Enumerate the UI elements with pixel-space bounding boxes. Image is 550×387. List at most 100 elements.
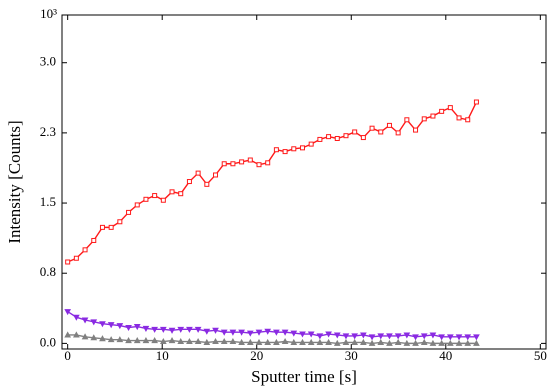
point [378,129,384,135]
point [186,179,192,185]
point [116,336,124,343]
point [116,323,124,330]
point [142,325,150,332]
point [90,319,98,326]
point [90,334,98,341]
point [299,331,306,338]
point [107,322,115,329]
point [317,136,323,142]
point [464,334,472,341]
point [429,339,437,346]
point [125,324,132,332]
point [203,328,211,335]
point [473,99,479,105]
point [326,134,332,140]
point [194,337,202,345]
point [177,337,185,345]
point [325,331,332,338]
y-tick-label: 2.3 [40,124,56,139]
point [99,335,106,342]
point [107,336,115,343]
point [264,338,272,345]
point [229,329,237,336]
point [230,161,236,167]
point [169,189,175,195]
point [186,326,193,333]
point [421,116,427,122]
point [412,339,419,346]
point [368,334,376,341]
point [91,237,97,243]
point [238,329,245,336]
point [195,170,201,176]
point [81,317,89,324]
point [377,333,385,340]
point [168,337,176,344]
point [377,338,385,345]
point [334,135,340,141]
point [255,338,263,345]
point [307,331,315,338]
point [82,247,88,253]
point [394,338,402,345]
point [343,133,349,139]
point [369,125,375,131]
x-tick-label: 40 [439,348,452,363]
point [204,181,210,187]
point [151,337,158,344]
point [299,338,306,345]
point [394,333,402,340]
point [282,149,288,155]
point [246,330,254,337]
point [159,337,167,345]
point [178,191,184,197]
point [299,145,305,151]
point [212,327,219,334]
y-scale-label: 10³ [40,6,57,21]
point [333,332,341,339]
point [351,338,359,345]
point [159,326,167,333]
x-tick-label: 30 [345,348,358,363]
point [412,334,419,341]
point [186,337,193,345]
point [220,329,228,336]
point [316,338,324,345]
point [438,334,445,341]
point [255,329,263,336]
x-axis-label: Sputter time [s] [251,367,357,386]
y-tick-label: 0.8 [40,264,56,279]
point [281,337,289,345]
point [152,193,158,199]
point [352,129,358,135]
y-axis-label: Intensity [Counts] [5,120,24,243]
point [212,337,219,345]
point [386,333,393,340]
point [273,147,279,153]
point [143,196,149,202]
point [446,334,454,341]
point [360,338,367,345]
point [142,337,150,344]
point [290,330,298,337]
point [126,209,132,215]
point [473,334,480,341]
point [133,337,141,344]
y-tick-label: 0.0 [40,334,56,349]
point [125,337,132,344]
point [177,326,185,333]
point [455,339,463,346]
point [386,339,393,346]
point [464,339,472,346]
point [308,141,314,147]
y-tick-label: 3.0 [40,54,56,69]
point [247,157,253,163]
point [64,309,72,316]
point [73,331,80,338]
point [117,219,123,225]
series-line [67,101,478,263]
point [290,338,298,345]
point [134,202,140,208]
point [229,337,237,345]
